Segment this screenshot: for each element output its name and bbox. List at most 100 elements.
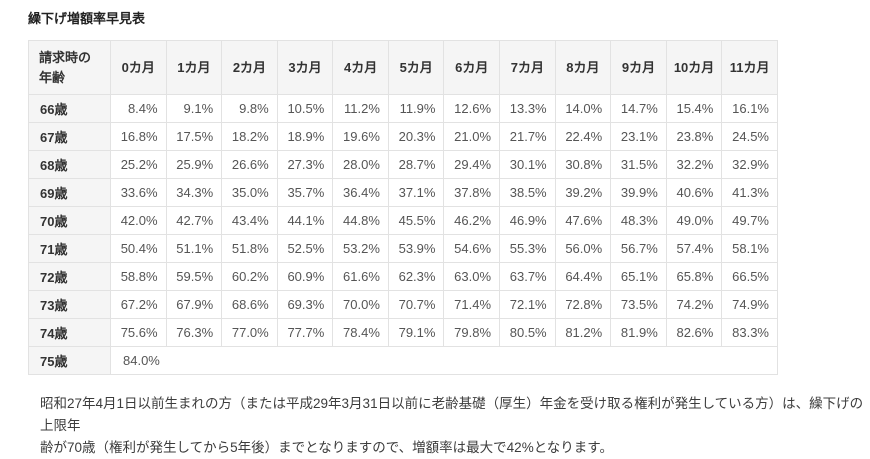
month-header-cell: 5カ月 [387, 40, 445, 95]
rate-cell: 30.1% [499, 150, 556, 179]
rate-cell: 30.8% [554, 150, 612, 179]
rate-cell: 72.8% [554, 290, 612, 319]
month-header-cell: 6カ月 [443, 40, 501, 95]
rate-cell: 15.4% [665, 94, 723, 123]
rate-cell: 39.9% [610, 178, 667, 207]
rate-cell: 11.9% [387, 94, 445, 123]
rate-cell: 14.0% [554, 94, 612, 123]
rate-cell: 34.3% [165, 178, 223, 207]
rate-cell: 27.3% [276, 150, 334, 179]
rate-cell: 21.0% [443, 122, 501, 151]
rate-cell: 70.7% [387, 290, 445, 319]
rate-cell: 83.3% [721, 318, 778, 347]
rate-cell: 72.1% [499, 290, 556, 319]
rate-cell: 63.7% [499, 262, 556, 291]
rate-cell: 73.5% [610, 290, 667, 319]
table-row: 67歳 16.8% 17.5% 18.2% 18.9% 19.6% 20.3% 21.0% 21… [28, 122, 778, 151]
header-row: 請求時の年齢 0カ月 1カ月 2カ月 3カ月 4カ月 5カ月 6カ月 7カ月 8カ月 9カ月 10カ月… [28, 40, 778, 95]
rate-cell: 65.1% [610, 262, 667, 291]
rate-cell: 25.9% [165, 150, 223, 179]
rate-cell: 75.6% [110, 318, 167, 347]
age-header-cell: 72歳 [28, 262, 111, 291]
rate-cell: 79.8% [443, 318, 501, 347]
table-row: 75歳 84.0% [28, 346, 778, 375]
table-body: 66歳 8.4% 9.1% 9.8% 10.5% 11.2% 11.9% 12.6% 13.3%… [28, 94, 778, 375]
rate-cell: 78.4% [332, 318, 389, 347]
rate-cell: 70.0% [332, 290, 389, 319]
rate-cell: 9.8% [221, 94, 278, 123]
table-row: 72歳 58.8% 59.5% 60.2% 60.9% 61.6% 62.3% 63.0% 63… [28, 262, 778, 291]
rate-cell: 77.0% [221, 318, 278, 347]
rate-cell: 16.1% [721, 94, 778, 123]
rate-cell: 53.2% [332, 234, 389, 263]
age-header-cell: 67歳 [28, 122, 111, 151]
rate-cell: 31.5% [610, 150, 667, 179]
rate-cell: 60.9% [276, 262, 334, 291]
rate-cell: 10.5% [276, 94, 334, 123]
rate-cell: 32.9% [721, 150, 778, 179]
rate-cell: 11.2% [332, 94, 389, 123]
rate-cell: 69.3% [276, 290, 334, 319]
rate-cell: 32.2% [665, 150, 723, 179]
table-row: 68歳 25.2% 25.9% 26.6% 27.3% 28.0% 28.7% 29.4% 30… [28, 150, 778, 179]
rate-cell: 23.8% [665, 122, 723, 151]
rate-cell: 19.6% [332, 122, 389, 151]
rate-cell: 58.1% [721, 234, 778, 263]
rate-cell: 18.9% [276, 122, 334, 151]
rate-cell: 61.6% [332, 262, 389, 291]
rate-cell: 13.3% [499, 94, 556, 123]
rate-cell: 37.8% [443, 178, 501, 207]
rate-cell: 48.3% [610, 206, 667, 235]
rate-cell: 74.9% [721, 290, 778, 319]
rate-cell: 28.7% [387, 150, 445, 179]
rate-cell: 56.0% [554, 234, 612, 263]
rate-cell: 9.1% [165, 94, 223, 123]
rate-cell: 80.5% [499, 318, 556, 347]
month-header-cell: 8カ月 [554, 40, 612, 95]
rate-cell: 58.8% [110, 262, 167, 291]
rate-cell: 21.7% [499, 122, 556, 151]
rate-cell: 76.3% [165, 318, 223, 347]
rate-cell: 67.2% [110, 290, 167, 319]
increase-rate-table: 請求時の年齢 0カ月 1カ月 2カ月 3カ月 4カ月 5カ月 6カ月 7カ月 8カ月 9カ月 10カ月… [28, 40, 778, 375]
rate-cell: 67.9% [165, 290, 223, 319]
rate-cell: 81.2% [554, 318, 612, 347]
rate-cell: 44.1% [276, 206, 334, 235]
table-row: 69歳 33.6% 34.3% 35.0% 35.7% 36.4% 37.1% 37.8% 38… [28, 178, 778, 207]
month-header-cell: 4カ月 [332, 40, 389, 95]
rate-cell: 79.1% [387, 318, 445, 347]
rate-cell: 81.9% [610, 318, 667, 347]
rate-cell: 23.1% [610, 122, 667, 151]
rate-cell: 25.2% [110, 150, 167, 179]
corner-header-cell: 請求時の年齢 [28, 40, 111, 95]
rate-cell: 29.4% [443, 150, 501, 179]
month-header-cell: 3カ月 [276, 40, 334, 95]
age-header-cell: 71歳 [28, 234, 111, 263]
rate-cell: 65.8% [665, 262, 723, 291]
rate-cell: 66.5% [721, 262, 778, 291]
note-text: 昭和27年4月1日以前生まれの方（または平成29年3月31日以前に老齢基礎（厚生… [40, 393, 870, 459]
month-header-cell: 0カ月 [110, 40, 167, 95]
table-row: 73歳 67.2% 67.9% 68.6% 69.3% 70.0% 70.7% 71.4% 72… [28, 290, 778, 319]
rate-cell: 55.3% [499, 234, 556, 263]
rate-cell: 56.7% [610, 234, 667, 263]
rate-cell: 68.6% [221, 290, 278, 319]
rate-cell: 39.2% [554, 178, 612, 207]
month-header-cell: 11カ月 [721, 40, 778, 95]
rate-cell: 38.5% [499, 178, 556, 207]
note-line-2: 齢が70歳（権利が発生してから5年後）までとなりますので、増額率は最大で42%と… [40, 440, 613, 455]
age-header-cell: 66歳 [28, 94, 111, 123]
rate-cell: 43.4% [221, 206, 278, 235]
table-header: 請求時の年齢 0カ月 1カ月 2カ月 3カ月 4カ月 5カ月 6カ月 7カ月 8カ月 9カ月 10カ月… [28, 40, 778, 95]
rate-cell: 62.3% [387, 262, 445, 291]
rate-cell: 35.7% [276, 178, 334, 207]
rate-cell: 46.2% [443, 206, 501, 235]
rate-cell: 64.4% [554, 262, 612, 291]
rate-cell: 33.6% [110, 178, 167, 207]
rate-cell: 42.7% [165, 206, 223, 235]
rate-cell: 20.3% [387, 122, 445, 151]
rate-cell: 18.2% [221, 122, 278, 151]
age-header-cell: 73歳 [28, 290, 111, 319]
rate-cell: 40.6% [665, 178, 723, 207]
rate-cell: 35.0% [221, 178, 278, 207]
